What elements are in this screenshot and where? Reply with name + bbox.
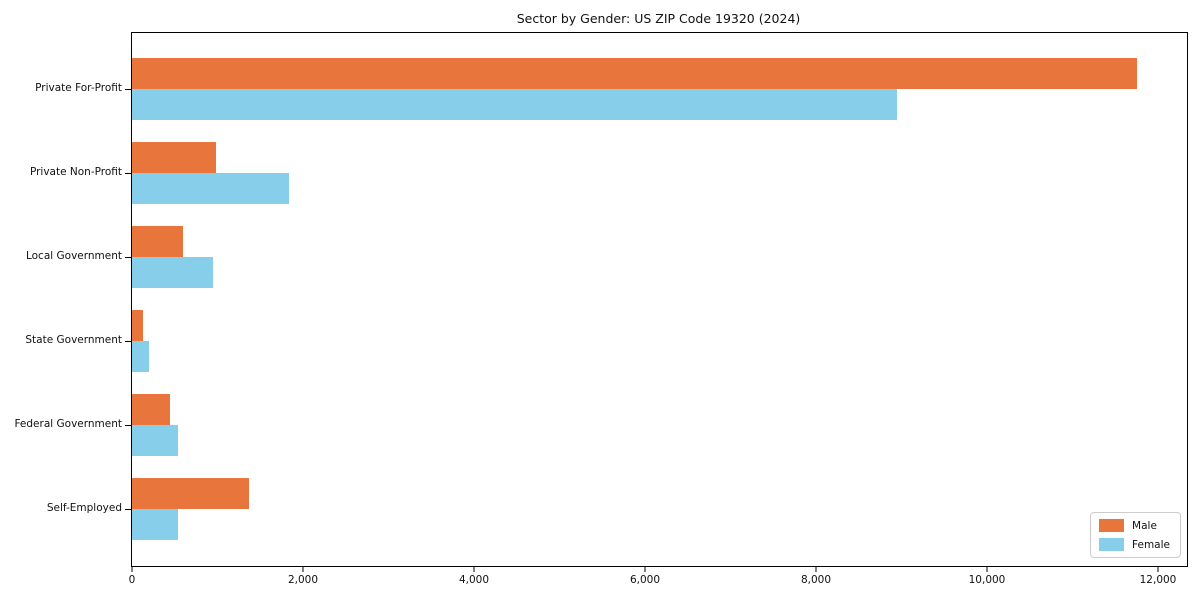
- legend-label-male: Male: [1132, 519, 1157, 532]
- bar-male-0: [132, 58, 1137, 89]
- bar-male-5: [132, 478, 250, 509]
- y-tick-label: State Government: [25, 334, 122, 346]
- y-axis-labels: Private For-Profit Private Non-Profit Loca…: [0, 32, 122, 565]
- bar-female-3: [132, 341, 150, 372]
- y-tick-label: Federal Government: [14, 418, 122, 430]
- y-tick-label: Self-Employed: [46, 502, 122, 514]
- y-tick-label: Private Non-Profit: [29, 166, 122, 178]
- y-tick-mark: [125, 173, 131, 174]
- x-tick-mark: [986, 566, 988, 572]
- y-tick-label: Private For-Profit: [35, 82, 122, 94]
- x-tick-label: 6,000: [629, 574, 661, 586]
- bar-male-4: [132, 394, 170, 425]
- x-tick-label: 8,000: [800, 574, 832, 586]
- y-tick-mark: [125, 425, 131, 426]
- legend-item-male: Male: [1099, 519, 1170, 532]
- bar-female-0: [132, 89, 898, 120]
- x-tick-label: 2,000: [287, 574, 319, 586]
- legend-item-female: Female: [1099, 538, 1170, 551]
- x-tick-mark: [1157, 566, 1159, 572]
- x-tick-mark: [473, 566, 475, 572]
- bar-male-2: [132, 226, 184, 257]
- y-tick-mark: [125, 89, 131, 90]
- bar-male-3: [132, 310, 144, 341]
- y-tick-mark: [125, 509, 131, 510]
- legend-label-female: Female: [1132, 538, 1170, 551]
- x-tick-label: 0: [128, 574, 136, 586]
- chart-title: Sector by Gender: US ZIP Code 19320 (202…: [516, 11, 801, 26]
- x-tick-mark: [131, 566, 133, 572]
- y-tick-mark: [125, 257, 131, 258]
- bar-male-1: [132, 142, 216, 173]
- x-tick-mark: [644, 566, 646, 572]
- x-tick-label: 10,000: [968, 574, 1006, 586]
- x-tick-label: 4,000: [458, 574, 490, 586]
- bar-female-2: [132, 257, 214, 288]
- plot-area: Male Female 0 2,000 4,000 6,000 8,000 10,000 1…: [125, 32, 1188, 586]
- legend-swatch-female: [1099, 538, 1125, 551]
- legend-swatch-male: [1099, 519, 1125, 532]
- bar-female-4: [132, 425, 179, 456]
- x-tick-mark: [302, 566, 304, 572]
- y-tick-mark: [125, 341, 131, 342]
- x-tick-label: 12,000: [1139, 574, 1177, 586]
- y-tick-label: Local Government: [25, 250, 122, 262]
- bar-female-5: [132, 509, 179, 540]
- legend: Male Female: [1090, 512, 1181, 558]
- bar-female-1: [132, 173, 290, 204]
- x-tick-mark: [815, 566, 817, 572]
